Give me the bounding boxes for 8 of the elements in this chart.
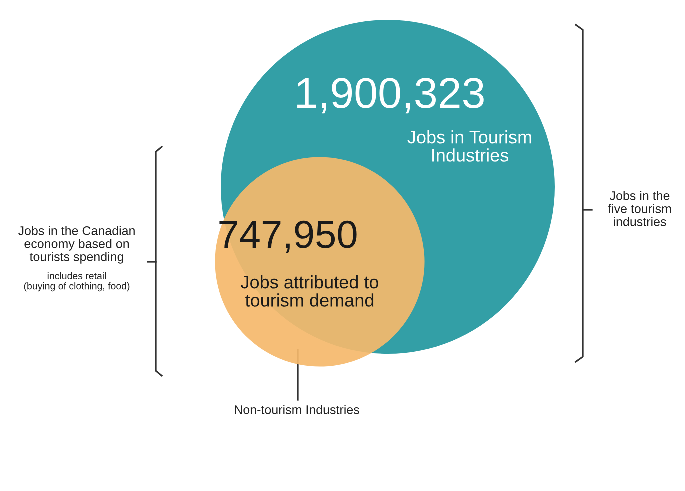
category-label: Jobs attributed to tourism demand bbox=[241, 276, 379, 307]
data-label: 747,950 bbox=[220, 220, 357, 254]
text: Non-tourism Industries bbox=[235, 405, 360, 414]
text: includes retail (buying of clothing, food) bbox=[24, 272, 130, 292]
text: Jobs in the Canadian economy based on tourists spending bbox=[18, 226, 135, 264]
text: Jobs in the five tourism industries bbox=[608, 191, 672, 226]
category-label: Jobs in Tourism Industries bbox=[408, 130, 532, 162]
data-label: 1,900,323 bbox=[298, 78, 484, 114]
